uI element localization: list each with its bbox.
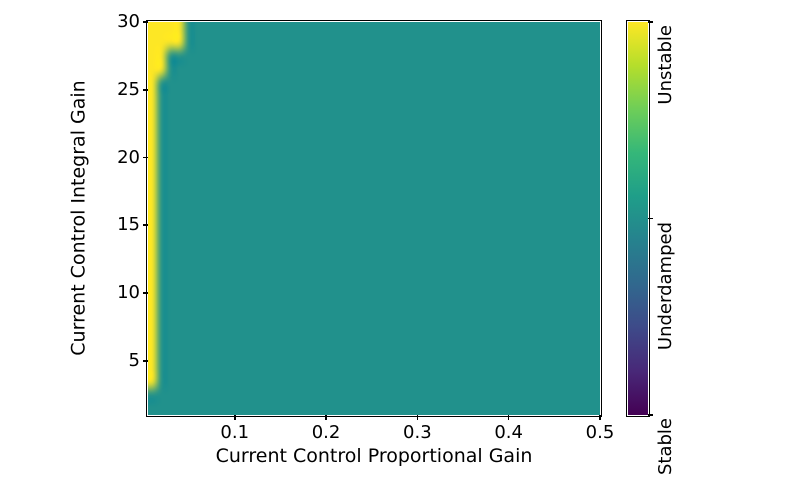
y-tick-label: 5 [128, 349, 140, 371]
y-tick-label: 30 [117, 11, 140, 32]
x-tick-label: 0.5 [585, 422, 615, 443]
y-tick-mark [143, 156, 148, 159]
colorbar-gradient [628, 22, 648, 415]
x-tick-label: 0.2 [311, 422, 341, 443]
x-axis-label: Current Control Proportional Gain [215, 445, 533, 467]
x-tick-mark [233, 415, 236, 420]
colorbar-tick-mark [648, 217, 653, 220]
x-tick-mark [416, 415, 419, 420]
y-tick-label: 25 [117, 78, 140, 100]
colorbar-tick-label: Unstable [655, 25, 676, 105]
y-tick-label: 10 [117, 282, 140, 304]
y-tick-mark [143, 292, 148, 294]
y-tick-label: 20 [117, 146, 140, 168]
y-tick-label: 15 [117, 214, 140, 236]
x-tick-label: 0.1 [220, 422, 250, 443]
y-tick-mark [143, 88, 148, 91]
x-tick-mark [599, 415, 601, 420]
y-tick-mark [143, 359, 148, 362]
colorbar-tick-label: Underdamped [655, 221, 676, 350]
y-tick-mark [143, 21, 148, 23]
x-tick-label: 0.3 [403, 422, 432, 443]
x-tick-mark [507, 415, 510, 420]
colorbar-tick-mark [648, 21, 653, 23]
x-tick-label: 0.4 [494, 422, 523, 443]
y-tick-mark [143, 224, 148, 227]
heatmap-canvas [148, 22, 600, 415]
colorbar-tick-mark [648, 414, 653, 416]
colorbar-tick-label: Stable [655, 418, 676, 476]
x-tick-mark [325, 415, 327, 420]
y-axis-label: Current Control Integral Gain [67, 80, 90, 356]
